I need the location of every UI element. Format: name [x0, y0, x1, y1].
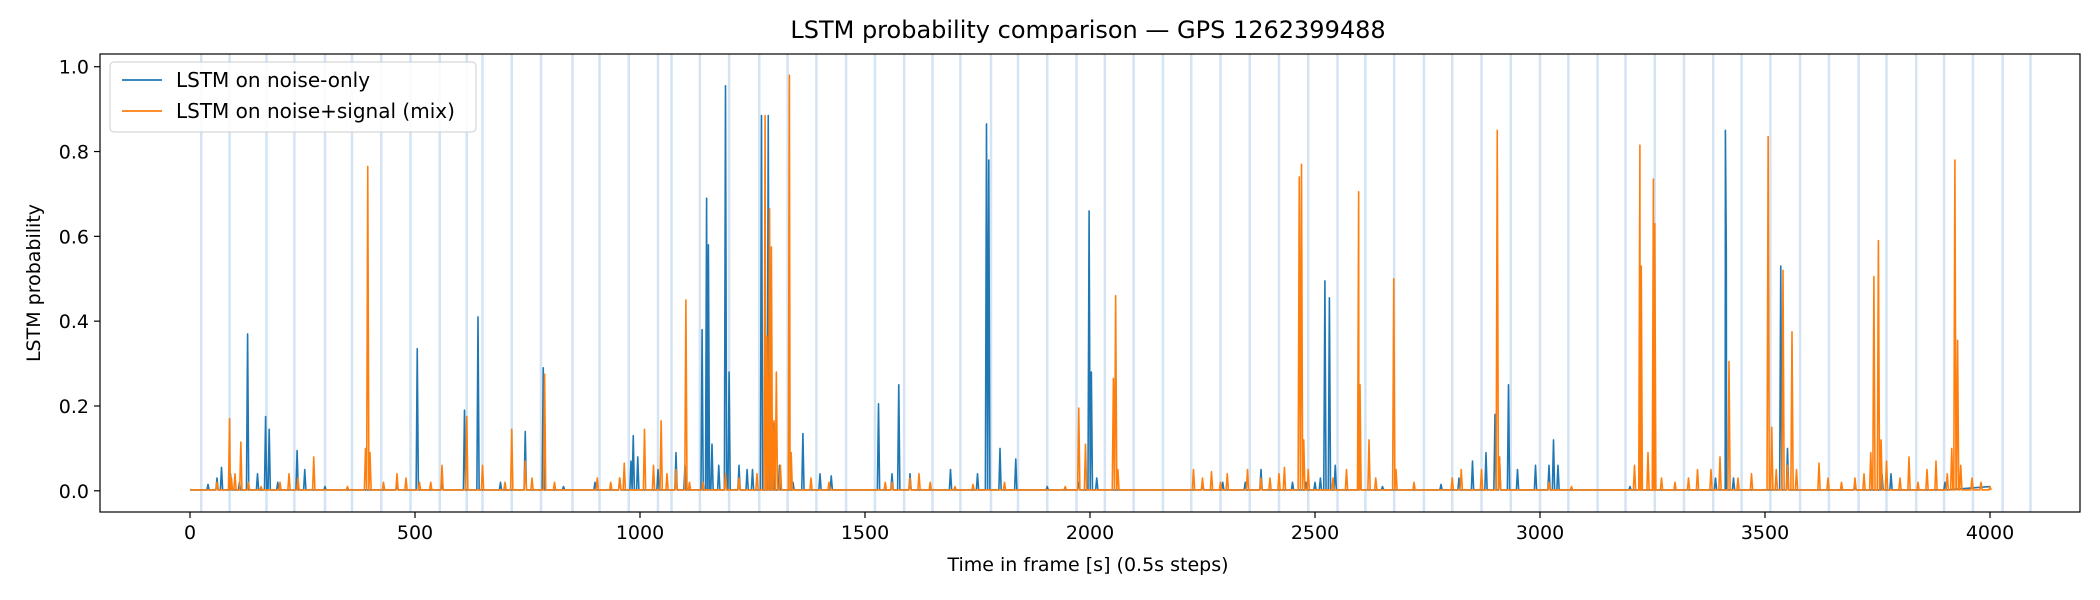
- x-tick-label-0: 0: [184, 522, 196, 544]
- y-tick-label-4: 0.8: [59, 142, 89, 164]
- legend: LSTM on noise-only LSTM on noise+signal …: [109, 61, 477, 133]
- series-noise-only: [190, 85, 1991, 491]
- legend-label-noise: LSTM on noise-only: [176, 68, 370, 92]
- chart-title: LSTM probability comparison — GPS 126239…: [790, 16, 1385, 44]
- x-axis: 0 500 1000 1500 2000 2500 3000 3500 4000: [184, 512, 2014, 544]
- series-noise-signal-mix: [190, 74, 1992, 491]
- y-tick-label-0: 0.0: [59, 481, 89, 503]
- y-tick-label-1: 0.2: [59, 396, 89, 418]
- x-tick-label-8: 4000: [1966, 522, 2014, 544]
- line-noise-signal-mix: [190, 74, 1992, 491]
- y-axis-label: LSTM probability: [23, 204, 45, 362]
- x-axis-label: Time in frame [s] (0.5s steps): [946, 554, 1228, 576]
- y-axis: 0.0 0.2 0.4 0.6 0.8 1.0: [59, 57, 100, 503]
- x-tick-label-1: 500: [397, 522, 433, 544]
- x-tick-label-7: 3500: [1741, 522, 1789, 544]
- y-tick-label-5: 1.0: [59, 57, 89, 79]
- legend-label-mix: LSTM on noise+signal (mix): [176, 99, 455, 123]
- x-tick-label-4: 2000: [1066, 522, 1114, 544]
- legend-box: [109, 61, 477, 133]
- line-noise-only: [190, 85, 1991, 491]
- y-tick-label-3: 0.6: [59, 226, 89, 248]
- x-tick-label-3: 1500: [841, 522, 889, 544]
- x-tick-label-5: 2500: [1291, 522, 1339, 544]
- x-tick-label-6: 3000: [1516, 522, 1564, 544]
- y-tick-label-2: 0.4: [59, 311, 89, 333]
- x-tick-label-2: 1000: [616, 522, 664, 544]
